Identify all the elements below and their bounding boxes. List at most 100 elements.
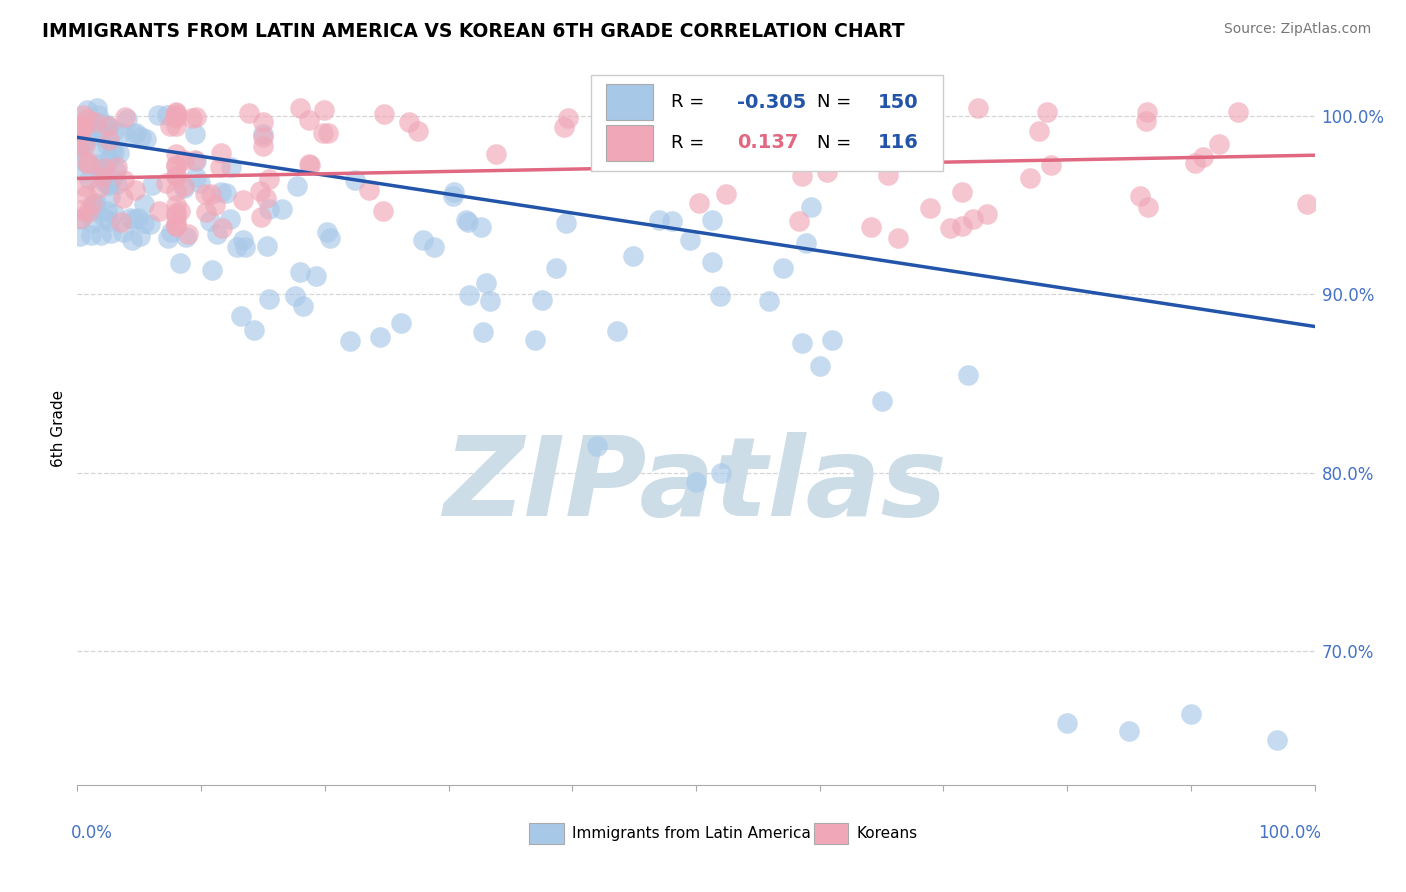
Point <box>93 175 115 189</box>
Point <box>249 210 271 224</box>
Point <box>772 261 794 276</box>
Point <box>70 120 93 135</box>
Point <box>232 194 254 208</box>
Point <box>950 219 973 233</box>
Point <box>83 115 105 129</box>
Point <box>105 177 128 191</box>
Point <box>1208 136 1230 151</box>
Point <box>77 204 100 219</box>
Point <box>89 161 111 176</box>
Point <box>256 238 278 252</box>
Point <box>73 154 96 169</box>
Point <box>316 225 339 239</box>
Point <box>93 211 115 226</box>
Point <box>621 249 644 263</box>
Point <box>134 216 156 230</box>
Point <box>104 164 127 178</box>
Point <box>800 200 823 214</box>
Point <box>183 127 205 141</box>
Point <box>89 129 111 144</box>
Text: 0.0%: 0.0% <box>72 824 112 842</box>
Point <box>169 256 191 270</box>
Point <box>389 316 412 330</box>
Point <box>98 133 121 147</box>
Point <box>297 112 319 127</box>
Point <box>226 240 249 254</box>
Point <box>129 130 152 145</box>
Point <box>105 160 128 174</box>
Point <box>318 230 340 244</box>
Point <box>67 137 90 152</box>
Point <box>209 186 232 200</box>
Point <box>1295 197 1317 211</box>
Point <box>1135 114 1157 128</box>
Point <box>406 124 429 138</box>
Point <box>1018 171 1040 186</box>
Point <box>485 147 508 161</box>
Point <box>458 288 481 302</box>
Point <box>165 206 187 220</box>
Point <box>344 173 367 187</box>
Point <box>69 126 91 140</box>
Point <box>157 231 180 245</box>
Point <box>531 293 554 307</box>
Text: 100.0%: 100.0% <box>1258 824 1320 842</box>
Point <box>73 179 96 194</box>
Point <box>97 177 120 191</box>
Point <box>165 169 187 183</box>
Point <box>110 215 132 229</box>
Point <box>77 172 100 186</box>
Point <box>177 227 200 242</box>
Point <box>127 211 149 226</box>
Point <box>288 101 311 115</box>
Point <box>108 145 131 160</box>
Point <box>82 115 104 129</box>
Point <box>211 220 233 235</box>
Point <box>69 203 91 218</box>
Text: ZIPatlas: ZIPatlas <box>444 432 948 539</box>
Point <box>96 137 118 152</box>
Point <box>950 185 973 199</box>
Point <box>1226 105 1249 120</box>
FancyBboxPatch shape <box>814 822 848 844</box>
Text: Immigrants from Latin America: Immigrants from Latin America <box>572 826 811 841</box>
Text: R =: R = <box>671 134 704 152</box>
Point <box>472 326 495 340</box>
Text: N =: N = <box>817 93 852 111</box>
Point <box>155 176 177 190</box>
Point <box>648 213 671 227</box>
Point <box>87 108 110 122</box>
Point <box>312 127 335 141</box>
Point <box>103 207 125 221</box>
Point <box>86 101 108 115</box>
Point <box>796 153 818 167</box>
Point <box>221 161 243 175</box>
Point <box>98 214 121 228</box>
Point <box>218 211 240 226</box>
Point <box>238 105 260 120</box>
Point <box>815 165 838 179</box>
Point <box>215 186 238 200</box>
Point <box>165 219 187 233</box>
Point <box>97 119 120 133</box>
Point <box>184 111 207 125</box>
Point <box>77 127 100 141</box>
Point <box>173 178 195 193</box>
Point <box>165 215 187 229</box>
Point <box>75 188 97 202</box>
Point <box>98 189 121 203</box>
Point <box>1180 706 1202 721</box>
Point <box>98 153 121 167</box>
Point <box>714 186 737 201</box>
Point <box>79 227 101 242</box>
Point <box>475 276 498 290</box>
Point <box>67 145 90 160</box>
Point <box>920 201 942 215</box>
Point <box>124 183 146 197</box>
Point <box>685 475 707 489</box>
Text: Koreans: Koreans <box>856 826 918 841</box>
Point <box>125 126 148 140</box>
Point <box>710 466 733 480</box>
Point <box>479 294 502 309</box>
Point <box>120 211 142 226</box>
